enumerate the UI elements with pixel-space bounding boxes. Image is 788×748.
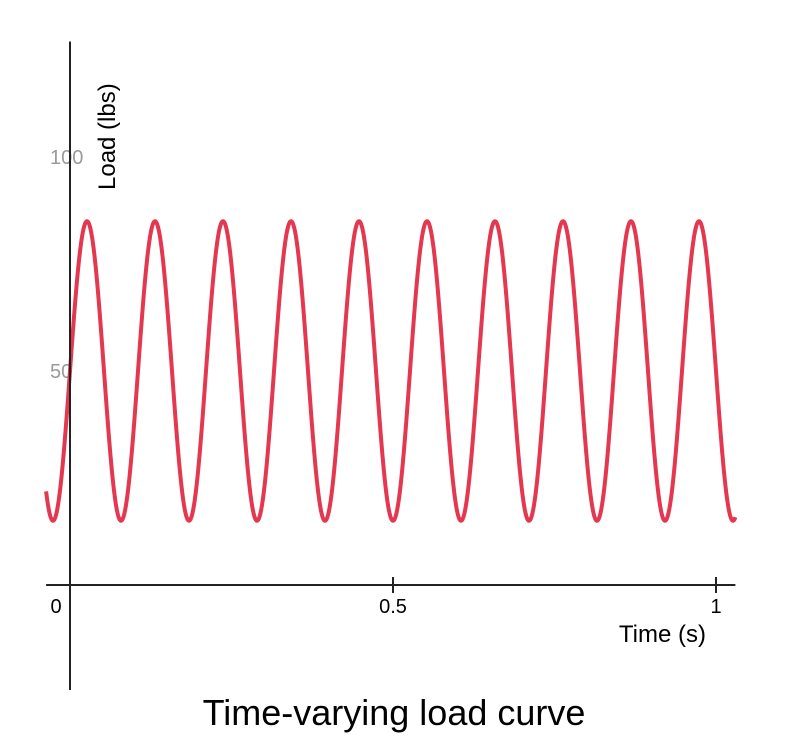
y-tick-label: 100 (50, 147, 83, 169)
load-chart: 50 100 0 0.5 1 Time (s) Load (lbs) (44, 41, 738, 690)
y-tick-label: 50 (50, 361, 72, 383)
series-line-load (44, 219, 738, 523)
x-tick-label: 0.5 (379, 596, 407, 618)
x-axis-label: Time (s) (619, 621, 706, 648)
x-tick-label: 0 (50, 596, 61, 618)
x-tick-label: 1 (710, 596, 721, 618)
chart-title: Time-varying load curve (202, 692, 586, 733)
y-axis-label: Load (lbs) (94, 83, 121, 190)
